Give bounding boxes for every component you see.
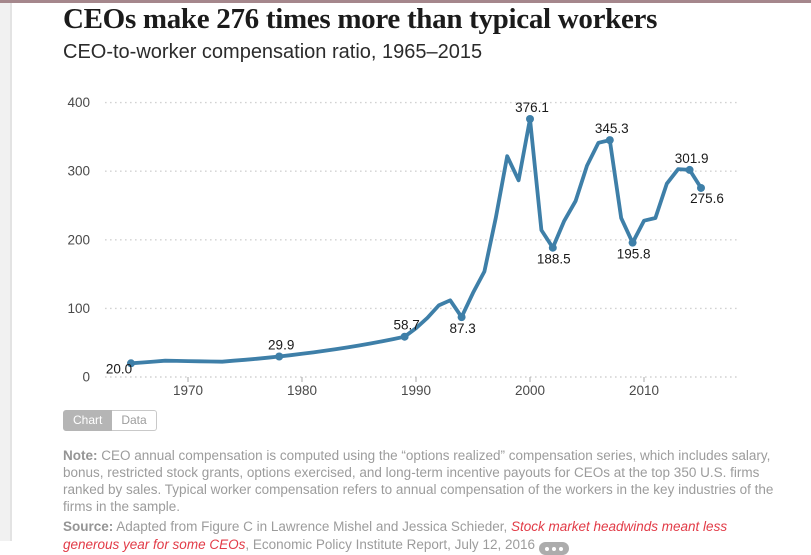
dot-icon <box>545 547 549 551</box>
source-post-link: , Economic Policy Institute Report, July… <box>245 537 535 552</box>
point-1978 <box>275 352 283 360</box>
source-label: Source: <box>63 519 113 534</box>
point-label-1989: 58.7 <box>393 318 419 333</box>
source-text: Source: Adapted from Figure C in Lawrenc… <box>63 518 785 555</box>
point-label-2014: 301.9 <box>675 151 709 166</box>
point-label-2002: 188.5 <box>537 252 571 267</box>
ceo-ratio-line-chart: 0 100 200 300 400 1970 1980 1990 2000 2010 20.0 29.… <box>0 88 811 403</box>
point-label-2009: 195.8 <box>617 247 651 262</box>
note-text: Note: CEO annual compensation is compute… <box>63 447 785 515</box>
point-label-1978: 29.9 <box>268 337 294 352</box>
tab-data[interactable]: Data <box>112 410 156 431</box>
x-tick-label: 2000 <box>515 383 545 398</box>
point-2002 <box>549 244 557 252</box>
point-label-2015: 275.6 <box>690 191 724 206</box>
point-label-1965: 20.0 <box>106 361 132 376</box>
point-1994 <box>458 313 466 321</box>
point-2000 <box>526 115 534 123</box>
gridlines <box>105 103 737 382</box>
axis-labels: 0 100 200 300 400 1970 1980 1990 2000 2010 <box>67 95 659 398</box>
x-tick-label: 1990 <box>401 383 431 398</box>
x-tick-label: 2010 <box>629 383 659 398</box>
tab-chart[interactable]: Chart <box>63 410 112 431</box>
point-1989 <box>401 333 409 341</box>
source-pre-link: Adapted from Figure C in Lawrence Mishel… <box>113 519 511 534</box>
y-tick-label: 300 <box>67 164 90 179</box>
dot-icon <box>552 547 556 551</box>
x-tick-label: 1980 <box>287 383 317 398</box>
point-2009 <box>629 239 637 247</box>
point-2007 <box>606 136 614 144</box>
y-tick-label: 0 <box>82 370 90 385</box>
point-label-1994: 87.3 <box>449 321 475 336</box>
x-tick-label: 1970 <box>173 383 203 398</box>
more-options-button[interactable] <box>539 542 569 555</box>
y-tick-label: 200 <box>67 232 90 247</box>
page-title: CEOs make 276 times more than typical wo… <box>63 4 793 36</box>
y-tick-label: 100 <box>67 301 90 316</box>
chart-data-toggle: Chart Data <box>63 410 157 431</box>
point-label-2007: 345.3 <box>595 121 629 136</box>
dot-icon <box>559 547 563 551</box>
note-label: Note: <box>63 448 98 463</box>
y-tick-label: 400 <box>67 95 90 110</box>
point-label-2000: 376.1 <box>515 100 549 115</box>
point-2014 <box>686 166 694 174</box>
page-subtitle: CEO-to-worker compensation ratio, 1965–2… <box>63 41 763 64</box>
note-body: CEO annual compensation is computed usin… <box>63 448 773 514</box>
